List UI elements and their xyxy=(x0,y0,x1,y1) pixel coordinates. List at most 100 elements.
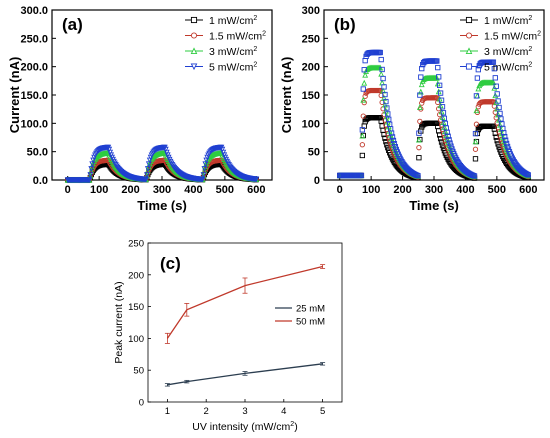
data-point xyxy=(416,155,422,161)
x-axis-label: Time (s) xyxy=(409,198,459,213)
data-point xyxy=(143,172,150,179)
data-point xyxy=(471,173,478,179)
data-point xyxy=(89,161,96,168)
data-point xyxy=(379,66,385,73)
data-point xyxy=(494,105,501,112)
legend-label: 1.5 mW/cm2 xyxy=(209,31,266,43)
legend-label-superscript: 2 xyxy=(253,62,257,69)
data-point xyxy=(441,115,448,121)
data-point xyxy=(378,70,385,77)
x-tick-label: 600 xyxy=(247,184,265,196)
y-tick-label: 150 xyxy=(128,302,144,313)
y-tick-label: 100 xyxy=(128,334,144,345)
series-line xyxy=(166,265,323,339)
data-point xyxy=(390,137,397,144)
data-point xyxy=(433,74,440,81)
data-point xyxy=(381,84,387,90)
data-point xyxy=(380,75,386,82)
data-point xyxy=(219,146,226,153)
data-point xyxy=(253,176,260,183)
data-point xyxy=(496,116,502,123)
x-tick-label: 600 xyxy=(519,184,537,196)
panel-a: 0.0 50.0 100.0 150.0 200.0 250.0 300.0 0 100 200 3… xyxy=(7,5,273,213)
legend-label: 25 mM xyxy=(296,304,325,315)
x-tick-label: 400 xyxy=(456,184,474,196)
data-point xyxy=(503,137,509,143)
data-point xyxy=(201,166,208,173)
data-point xyxy=(87,172,94,179)
x-tick-label: 0 xyxy=(337,184,343,196)
data-point xyxy=(498,116,504,122)
data-point xyxy=(437,117,444,123)
data-point xyxy=(492,92,499,99)
y-tick-label: 300 xyxy=(302,5,320,17)
legend-marker xyxy=(190,16,198,24)
x-tick-label: 3 xyxy=(242,406,247,417)
data-point xyxy=(446,137,452,143)
series-1 xyxy=(164,264,326,344)
data-point xyxy=(88,166,95,173)
data-point xyxy=(359,127,365,133)
data-point xyxy=(447,140,453,146)
data-point xyxy=(388,130,395,136)
data-point xyxy=(435,64,441,71)
legend-marker xyxy=(465,16,473,24)
y-tick-label: 200 xyxy=(302,62,320,74)
panel-label: (c) xyxy=(160,254,181,273)
data-point xyxy=(377,49,383,56)
x-tick-label: 300 xyxy=(153,184,171,196)
data-point xyxy=(492,75,498,81)
y-tick-label: 0 xyxy=(314,175,320,187)
data-point xyxy=(472,130,479,137)
x-tick-label: 1 xyxy=(165,406,170,417)
x-tick-label: 500 xyxy=(488,184,506,196)
data-point xyxy=(495,98,501,104)
x-tick-label: 200 xyxy=(121,184,139,196)
data-point xyxy=(419,100,425,106)
data-point xyxy=(391,141,398,147)
data-point xyxy=(200,172,207,179)
data-point xyxy=(360,113,366,119)
data-point xyxy=(202,161,209,168)
data-point xyxy=(497,121,503,128)
data-point xyxy=(434,58,440,64)
data-point xyxy=(362,71,369,78)
y-tick-label: 0.0 xyxy=(33,175,48,187)
data-point xyxy=(392,144,398,150)
y-tick-label: 150.0 xyxy=(20,90,48,102)
x-tick-label: 200 xyxy=(393,184,411,196)
data-point xyxy=(382,91,388,98)
data-point xyxy=(144,166,151,173)
data-point xyxy=(501,130,507,136)
data-point xyxy=(472,138,479,145)
x-axis-label: UV intensity (mW/cm2) xyxy=(192,421,297,433)
data-point xyxy=(389,134,396,140)
data-point xyxy=(438,97,445,103)
y-tick-label: 150 xyxy=(302,90,320,102)
data-point xyxy=(502,133,508,140)
data-point xyxy=(386,116,392,122)
legend-marker xyxy=(190,32,198,39)
data-point xyxy=(377,115,383,121)
legend-label: 50 mM xyxy=(296,317,325,328)
data-point xyxy=(145,161,152,168)
legend-label-superscript: 2 xyxy=(262,31,266,38)
data-point xyxy=(381,131,387,138)
data-point xyxy=(360,96,367,103)
legend-label: 1 mW/cm2 xyxy=(484,15,532,27)
legend-label-superscript: 2 xyxy=(528,62,532,69)
legend-marker xyxy=(465,47,473,55)
legend-marker xyxy=(465,32,473,39)
data-point xyxy=(106,146,113,153)
x-axis-label: Time (s) xyxy=(137,198,187,213)
data-point xyxy=(415,136,422,143)
data-point xyxy=(498,126,504,133)
data-point xyxy=(437,82,443,88)
data-point xyxy=(417,92,423,98)
legend-label-superscript: 2 xyxy=(537,31,541,38)
data-point xyxy=(384,142,390,148)
data-point xyxy=(385,145,391,151)
data-point xyxy=(418,81,425,88)
data-point xyxy=(382,135,388,141)
data-point xyxy=(495,111,502,118)
